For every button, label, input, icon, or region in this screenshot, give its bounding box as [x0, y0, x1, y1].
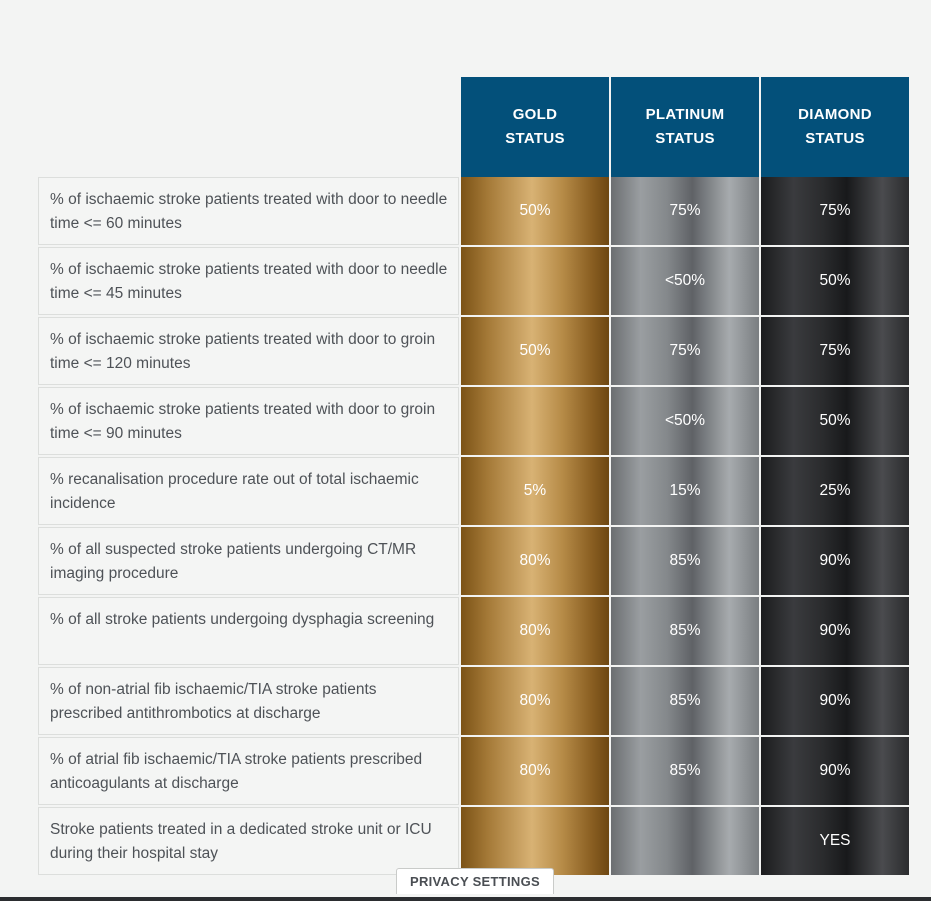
- diamond-value: 75%: [761, 317, 909, 385]
- platinum-value: 75%: [611, 317, 759, 385]
- criterion-label: % of all suspected stroke patients under…: [38, 527, 459, 595]
- criterion-label: Stroke patients treated in a dedicated s…: [38, 807, 459, 875]
- platinum-value: <50%: [611, 387, 759, 455]
- gold-value: 80%: [461, 737, 609, 805]
- platinum-value: 85%: [611, 527, 759, 595]
- platinum-value: <50%: [611, 247, 759, 315]
- header-platinum-status: PLATINUM STATUS: [611, 77, 759, 177]
- platinum-value: 85%: [611, 597, 759, 665]
- diamond-value: 50%: [761, 247, 909, 315]
- table-row: % of atrial fib ischaemic/TIA stroke pat…: [38, 737, 909, 807]
- status-criteria-table: GOLD STATUS PLATINUM STATUS DIAMOND STAT…: [38, 77, 909, 875]
- criterion-label: % of non-atrial fib ischaemic/TIA stroke…: [38, 667, 459, 735]
- table-row: Stroke patients treated in a dedicated s…: [38, 807, 909, 877]
- gold-value: 5%: [461, 457, 609, 525]
- platinum-value: 75%: [611, 177, 759, 245]
- diamond-value: 25%: [761, 457, 909, 525]
- table-row: % of ischaemic stroke patients treated w…: [38, 317, 909, 387]
- table-row: % of all suspected stroke patients under…: [38, 527, 909, 597]
- gold-value: 80%: [461, 597, 609, 665]
- gold-value: 80%: [461, 667, 609, 735]
- table-row: % of non-atrial fib ischaemic/TIA stroke…: [38, 667, 909, 737]
- criterion-label: % recanalisation procedure rate out of t…: [38, 457, 459, 525]
- diamond-value: YES: [761, 807, 909, 875]
- criterion-label: % of ischaemic stroke patients treated w…: [38, 387, 459, 455]
- platinum-value: 85%: [611, 737, 759, 805]
- table-row: % of ischaemic stroke patients treated w…: [38, 177, 909, 247]
- criterion-label: % of ischaemic stroke patients treated w…: [38, 177, 459, 245]
- gold-value: 50%: [461, 317, 609, 385]
- platinum-value: [611, 807, 759, 875]
- table-row: % recanalisation procedure rate out of t…: [38, 457, 909, 527]
- diamond-value: 50%: [761, 387, 909, 455]
- criterion-label: % of ischaemic stroke patients treated w…: [38, 247, 459, 315]
- criterion-label: % of atrial fib ischaemic/TIA stroke pat…: [38, 737, 459, 805]
- gold-value: [461, 247, 609, 315]
- gold-value: [461, 387, 609, 455]
- header-diamond-status: DIAMOND STATUS: [761, 77, 909, 177]
- diamond-value: 90%: [761, 667, 909, 735]
- table-row: % of ischaemic stroke patients treated w…: [38, 247, 909, 317]
- diamond-value: 75%: [761, 177, 909, 245]
- gold-value: [461, 807, 609, 875]
- platinum-value: 85%: [611, 667, 759, 735]
- diamond-value: 90%: [761, 597, 909, 665]
- bottom-divider: [0, 897, 931, 901]
- criterion-label: % of ischaemic stroke patients treated w…: [38, 317, 459, 385]
- diamond-value: 90%: [761, 527, 909, 595]
- table-row: % of ischaemic stroke patients treated w…: [38, 387, 909, 457]
- table-header: GOLD STATUS PLATINUM STATUS DIAMOND STAT…: [38, 77, 909, 177]
- gold-value: 80%: [461, 527, 609, 595]
- table-row: % of all stroke patients undergoing dysp…: [38, 597, 909, 667]
- platinum-value: 15%: [611, 457, 759, 525]
- privacy-settings-button[interactable]: PRIVACY SETTINGS: [396, 868, 554, 894]
- diamond-value: 90%: [761, 737, 909, 805]
- criterion-label: % of all stroke patients undergoing dysp…: [38, 597, 459, 665]
- header-gold-status: GOLD STATUS: [461, 77, 609, 177]
- gold-value: 50%: [461, 177, 609, 245]
- table-body: % of ischaemic stroke patients treated w…: [38, 177, 909, 877]
